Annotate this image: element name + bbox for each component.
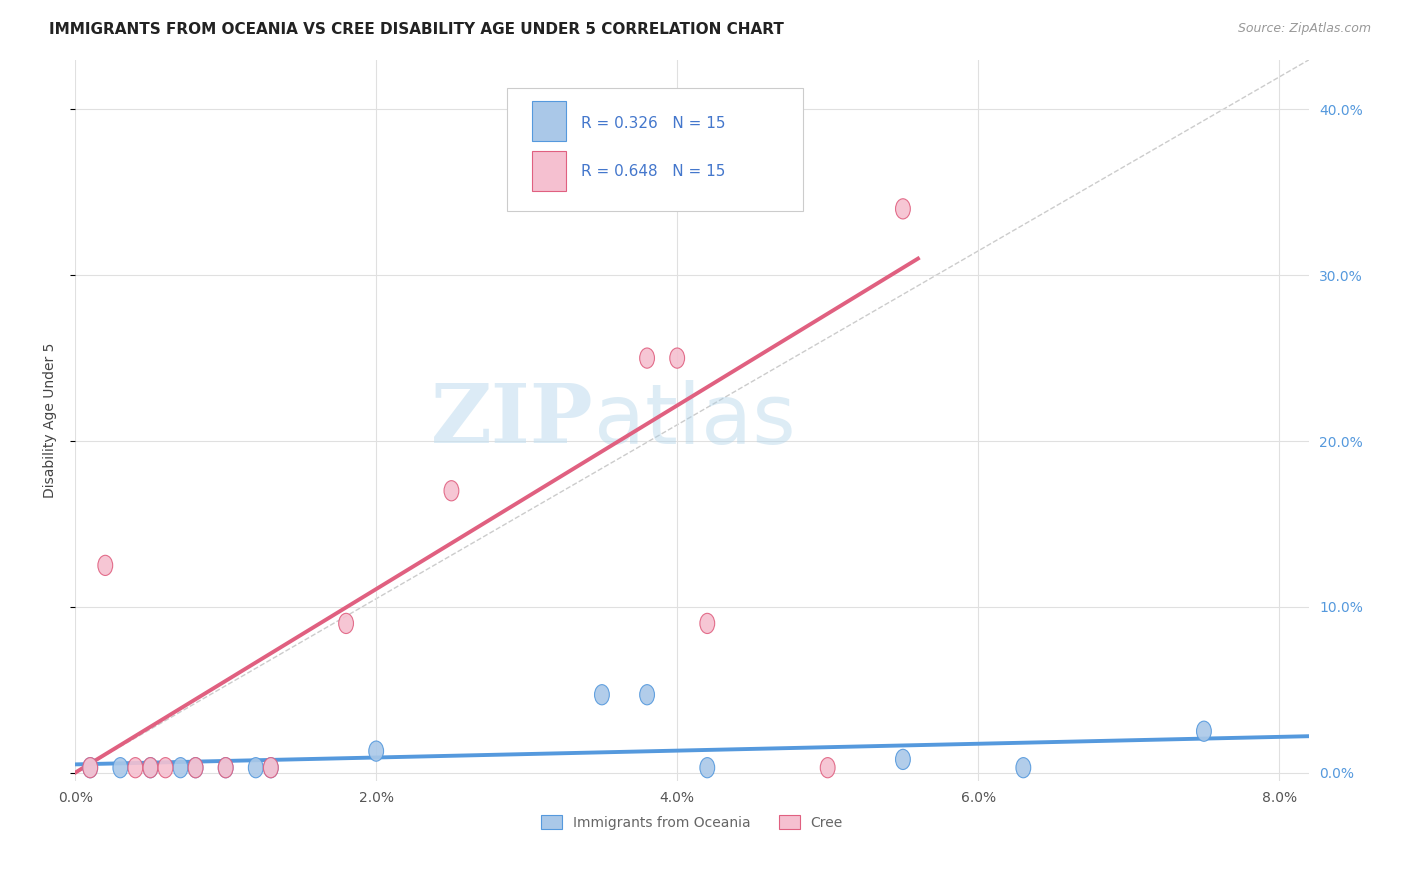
Ellipse shape xyxy=(700,757,714,778)
Ellipse shape xyxy=(128,757,143,778)
Ellipse shape xyxy=(640,348,654,368)
Ellipse shape xyxy=(83,757,97,778)
FancyBboxPatch shape xyxy=(508,88,803,211)
Ellipse shape xyxy=(820,757,835,778)
Ellipse shape xyxy=(669,348,685,368)
Ellipse shape xyxy=(640,685,654,705)
Ellipse shape xyxy=(700,614,714,633)
Ellipse shape xyxy=(1197,721,1212,741)
Ellipse shape xyxy=(595,685,609,705)
Ellipse shape xyxy=(368,741,384,761)
Ellipse shape xyxy=(112,757,128,778)
Ellipse shape xyxy=(83,757,97,778)
Text: R = 0.648   N = 15: R = 0.648 N = 15 xyxy=(581,164,725,179)
Ellipse shape xyxy=(444,481,458,501)
Ellipse shape xyxy=(188,757,202,778)
Ellipse shape xyxy=(249,757,263,778)
Y-axis label: Disability Age Under 5: Disability Age Under 5 xyxy=(44,343,58,498)
Legend: Immigrants from Oceania, Cree: Immigrants from Oceania, Cree xyxy=(536,809,849,835)
Ellipse shape xyxy=(143,757,157,778)
Text: R = 0.326   N = 15: R = 0.326 N = 15 xyxy=(581,116,725,131)
Ellipse shape xyxy=(263,757,278,778)
Ellipse shape xyxy=(98,556,112,575)
Ellipse shape xyxy=(339,614,353,633)
Ellipse shape xyxy=(263,757,278,778)
Ellipse shape xyxy=(896,749,910,770)
Ellipse shape xyxy=(188,757,202,778)
Ellipse shape xyxy=(218,757,233,778)
FancyBboxPatch shape xyxy=(531,102,567,141)
Ellipse shape xyxy=(157,757,173,778)
Ellipse shape xyxy=(173,757,188,778)
Ellipse shape xyxy=(218,757,233,778)
Ellipse shape xyxy=(143,757,157,778)
Text: Source: ZipAtlas.com: Source: ZipAtlas.com xyxy=(1237,22,1371,36)
Text: atlas: atlas xyxy=(593,380,796,461)
FancyBboxPatch shape xyxy=(531,152,567,191)
Text: ZIP: ZIP xyxy=(430,380,593,460)
Ellipse shape xyxy=(1017,757,1031,778)
Text: IMMIGRANTS FROM OCEANIA VS CREE DISABILITY AGE UNDER 5 CORRELATION CHART: IMMIGRANTS FROM OCEANIA VS CREE DISABILI… xyxy=(49,22,785,37)
Ellipse shape xyxy=(896,199,910,219)
